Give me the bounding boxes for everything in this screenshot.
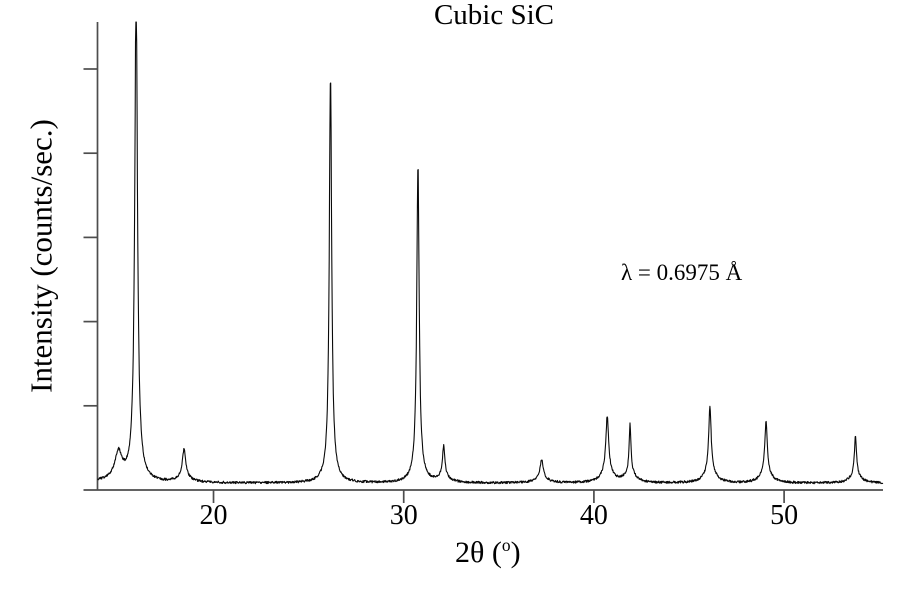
x-tick-label-50: 50	[770, 500, 799, 531]
axis-ticks	[83, 68, 785, 503]
axes-lines	[83, 22, 883, 491]
y-axis-label: Intensity (counts/sec.)	[23, 119, 59, 393]
x-axis-label: 2θ (o)	[455, 535, 521, 569]
x-tick-label-20: 20	[199, 500, 228, 531]
wavelength-annotation: λ = 0.6975 Å	[621, 260, 743, 285]
x-axis-label-close: )	[510, 535, 521, 569]
x-axis-label-text: 2θ (	[455, 535, 502, 569]
diffraction-curve	[97, 21, 884, 485]
degree-symbol: o	[501, 535, 511, 555]
x-tick-label-40: 40	[579, 500, 608, 531]
x-tick-label-30: 30	[389, 500, 418, 531]
chart-title: Cubic SiC	[433, 0, 555, 31]
